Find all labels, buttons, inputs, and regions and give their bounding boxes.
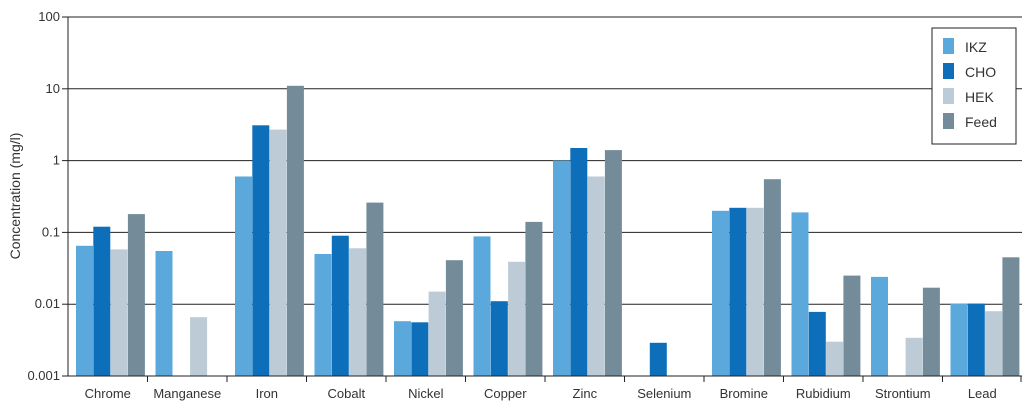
bar-cho-bromine [729, 207, 747, 376]
bar-hek-strontium [905, 337, 923, 376]
bar-feed-copper [525, 221, 543, 376]
bar-hek-iron [269, 129, 287, 376]
legend: IKZ CHO HEK Feed [931, 27, 1017, 145]
y-axis-title: Concentration (mg/l) [7, 133, 23, 260]
bar-ikz-manganese [155, 251, 173, 376]
y-tick-label: 100 [38, 9, 60, 24]
bar-hek-bromine [746, 207, 764, 376]
x-tick-label: Cobalt [328, 386, 366, 401]
legend-label-cho: CHO [965, 64, 996, 80]
bar-feed-rubidium [843, 275, 861, 376]
legend-swatch-ikz [943, 38, 954, 54]
bar-feed-chrome [127, 214, 145, 376]
legend-label-ikz: IKZ [965, 39, 987, 55]
bar-feed-bromine [763, 179, 781, 376]
bar-hek-cobalt [349, 248, 367, 376]
bar-cho-rubidium [808, 311, 826, 376]
y-tick-label: 0.1 [42, 224, 60, 239]
legend-swatch-hek [943, 88, 954, 104]
legend-label-feed: Feed [965, 114, 997, 130]
bar-ikz-nickel [394, 321, 411, 376]
bar-ikz-rubidium [791, 212, 809, 376]
y-tick-labels: 0.001 0.01 0.1 1 10 100 [27, 9, 60, 383]
y-tick-label: 0.01 [35, 296, 60, 311]
bar-cho-copper [490, 301, 508, 376]
bar-ikz-lead [950, 303, 968, 376]
axes [67, 17, 1022, 377]
bar-cho-zinc [570, 148, 588, 376]
bar-ikz-iron [235, 176, 252, 376]
bar-cho-chrome [93, 226, 111, 376]
bar-ikz-bromine [712, 210, 729, 376]
bar-feed-strontium [922, 287, 940, 376]
bar-feed-nickel [445, 260, 463, 376]
y-tick-label: 10 [46, 81, 60, 96]
x-tick-label: Chrome [85, 386, 131, 401]
gridlines [62, 16, 1022, 377]
legend-swatch-feed [943, 113, 954, 129]
bar-hek-manganese [190, 317, 208, 376]
y-tick-label: 0.001 [27, 368, 60, 383]
legend-label-hek: HEK [965, 89, 994, 105]
x-tick-label: Lead [968, 386, 997, 401]
x-tick-label: Zinc [573, 386, 598, 401]
bar-hek-rubidium [826, 341, 844, 376]
bar-cho-iron [252, 125, 270, 376]
x-tick-label: Nickel [408, 386, 444, 401]
x-tick-labels: Chrome Manganese Iron Cobalt Nickel Copper Zin… [85, 386, 997, 401]
bar-hek-chrome [110, 249, 128, 376]
x-tick-label: Manganese [153, 386, 221, 401]
x-tick-label: Bromine [720, 386, 768, 401]
legend-swatch-cho [943, 63, 954, 79]
bar-cho-cobalt [331, 235, 349, 376]
bar-feed-iron [286, 85, 304, 377]
bar-cho-selenium [649, 342, 667, 376]
x-tick-label: Rubidium [796, 386, 851, 401]
bar-hek-copper [508, 261, 526, 376]
bar-cho-nickel [411, 322, 429, 376]
bar-hek-zinc [587, 176, 605, 376]
x-tick-label: Strontium [875, 386, 931, 401]
bar-feed-lead [1002, 257, 1020, 376]
bar-cho-lead [967, 303, 985, 376]
legend-items: IKZ CHO HEK Feed [943, 38, 997, 130]
bar-ikz-chrome [76, 245, 93, 376]
bar-ikz-copper [473, 236, 491, 376]
bar-feed-zinc [604, 150, 622, 376]
bar-hek-lead [985, 311, 1003, 376]
bars [76, 85, 1022, 382]
y-tick-label: 1 [53, 153, 60, 168]
x-tick-label: Copper [484, 386, 527, 401]
x-tick-label: Iron [256, 386, 278, 401]
bar-hek-nickel [428, 291, 446, 376]
bar-ikz-cobalt [314, 254, 332, 376]
bar-ikz-zinc [553, 160, 570, 376]
bar-ikz-strontium [871, 276, 888, 376]
x-tick-label: Selenium [637, 386, 691, 401]
bar-feed-cobalt [366, 202, 384, 376]
